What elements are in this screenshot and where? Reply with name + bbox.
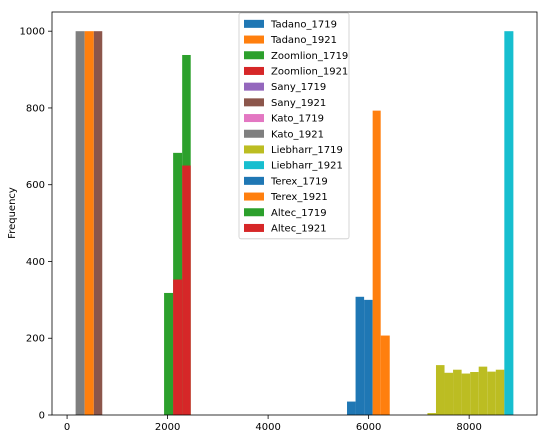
- y-tick-label: 800: [26, 103, 45, 114]
- bar-liebharr-1921-0: [504, 31, 514, 415]
- y-tick-label: 0: [39, 411, 45, 422]
- legend-swatch: [244, 192, 264, 201]
- bar-liebharr-1719-7: [487, 371, 496, 415]
- y-axis-ticks: 0 200 400 600 800 1000: [20, 27, 52, 422]
- bar-liebharr-1719-6: [478, 366, 488, 415]
- y-tick-label: 600: [26, 180, 45, 191]
- legend-label: Terex_1719: [270, 176, 328, 187]
- legend-swatch: [244, 35, 264, 44]
- legend-label: Kato_1921: [271, 129, 324, 140]
- bar-sany-1921-0: [93, 31, 103, 415]
- legend-label: Altec_1921: [271, 223, 327, 234]
- x-tick-label: 6000: [356, 422, 381, 431]
- legend-label: Kato_1719: [271, 114, 324, 125]
- legend-swatch: [244, 51, 264, 60]
- x-tick-label: 4000: [255, 422, 280, 431]
- bar-terex-1921-0: [84, 31, 94, 415]
- legend-label: Sany_1921: [271, 98, 326, 109]
- legend-box: [238, 12, 350, 240]
- legend-label: Liebharr_1921: [271, 161, 343, 172]
- y-tick-label: 1000: [20, 27, 45, 38]
- legend: Tadano_1719 Tadano_1921 Zoomlion_1719 Zooml…: [238, 12, 350, 240]
- legend-swatch: [244, 176, 264, 185]
- legend-label: Zoomlion_1921: [271, 66, 348, 77]
- legend-swatch: [244, 66, 264, 75]
- legend-swatch: [244, 161, 264, 170]
- legend-label: Terex_1921: [270, 192, 328, 203]
- bar-tadano-1719-1: [355, 296, 365, 415]
- x-tick-label: 0: [64, 422, 70, 431]
- bar-liebharr-1719-2: [444, 372, 454, 415]
- bar-kato-1921-0: [75, 31, 85, 415]
- x-tick-label: 2000: [155, 422, 180, 431]
- y-axis-label: Frequency: [7, 187, 18, 239]
- bar-tadano-1921-1: [380, 335, 390, 415]
- bar-liebharr-1719-3: [453, 369, 462, 415]
- bar-zoomlion-1921-0: [173, 279, 183, 415]
- bars-layer: [75, 31, 514, 416]
- legend-swatch: [244, 129, 264, 138]
- bar-zoomlion-1719-0: [164, 292, 174, 415]
- bar-tadano-1921-0: [372, 110, 381, 416]
- bar-liebharr-1719-4: [461, 373, 471, 415]
- legend-swatch: [244, 82, 264, 91]
- y-tick-label: 200: [26, 334, 45, 345]
- legend-swatch: [244, 223, 264, 232]
- bar-liebharr-1719-8: [495, 369, 505, 415]
- bar-liebharr-1719-1: [435, 365, 445, 415]
- bar-zoomlion-1921-1: [182, 165, 191, 415]
- legend-label: Altec_1719: [271, 208, 327, 219]
- legend-swatch: [244, 114, 264, 123]
- legend-swatch: [244, 208, 264, 217]
- plot-frame: [51, 11, 538, 416]
- bar-liebharr-1719-0: [427, 413, 436, 415]
- legend-label: Liebharr_1719: [271, 145, 343, 156]
- bar-tadano-1719-2: [364, 299, 373, 415]
- legend-label: Zoomlion_1719: [271, 51, 348, 62]
- x-tick-label: 8000: [456, 422, 481, 431]
- x-axis-ticks: 0 2000 4000 6000 8000: [64, 415, 482, 431]
- legend-label: Tadano_1921: [270, 35, 337, 46]
- y-tick-label: 400: [26, 257, 45, 268]
- legend-swatch: [244, 145, 264, 154]
- legend-label: Tadano_1719: [270, 19, 337, 30]
- legend-swatch: [244, 98, 264, 107]
- legend-swatch: [244, 19, 264, 28]
- bar-tadano-1719-0: [347, 401, 356, 415]
- bar-liebharr-1719-5: [470, 372, 479, 415]
- legend-label: Sany_1719: [271, 82, 326, 93]
